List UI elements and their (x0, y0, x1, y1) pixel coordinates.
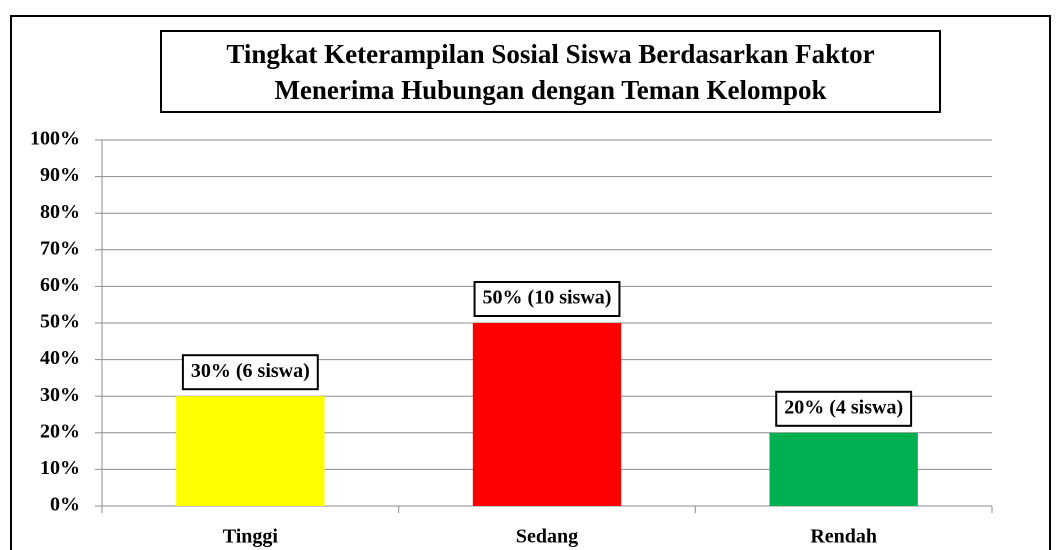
chart-title: Tingkat Keterampilan Sosial Siswa Berdas… (160, 30, 941, 113)
y-tick-label: 70% (40, 237, 80, 259)
y-tick-label: 20% (40, 420, 80, 442)
y-tick-label: 50% (40, 311, 80, 333)
y-tick-label: 0% (50, 494, 80, 516)
y-tick-label: 30% (40, 384, 80, 406)
bar (769, 432, 918, 506)
x-tick-label: Tinggi (223, 526, 279, 548)
y-tick-label: 100% (30, 128, 80, 150)
y-tick-label: 90% (40, 164, 80, 186)
y-tick-label: 40% (40, 347, 80, 369)
x-tick-label: Rendah (810, 526, 877, 548)
data-label: 50% (10 siswa) (483, 287, 612, 309)
x-tick-label: Sedang (516, 526, 578, 548)
chart-border (10, 15, 1051, 550)
data-label: 30% (6 siswa) (191, 360, 310, 382)
data-label: 20% (4 siswa) (784, 396, 903, 418)
y-tick-label: 80% (40, 201, 80, 223)
y-tick-label: 10% (40, 457, 80, 479)
y-tick-label: 60% (40, 274, 80, 296)
data-label-box (181, 354, 319, 391)
data-label-box (775, 390, 913, 427)
bar (472, 323, 622, 506)
data-label-box (473, 281, 621, 317)
bar (176, 396, 325, 506)
